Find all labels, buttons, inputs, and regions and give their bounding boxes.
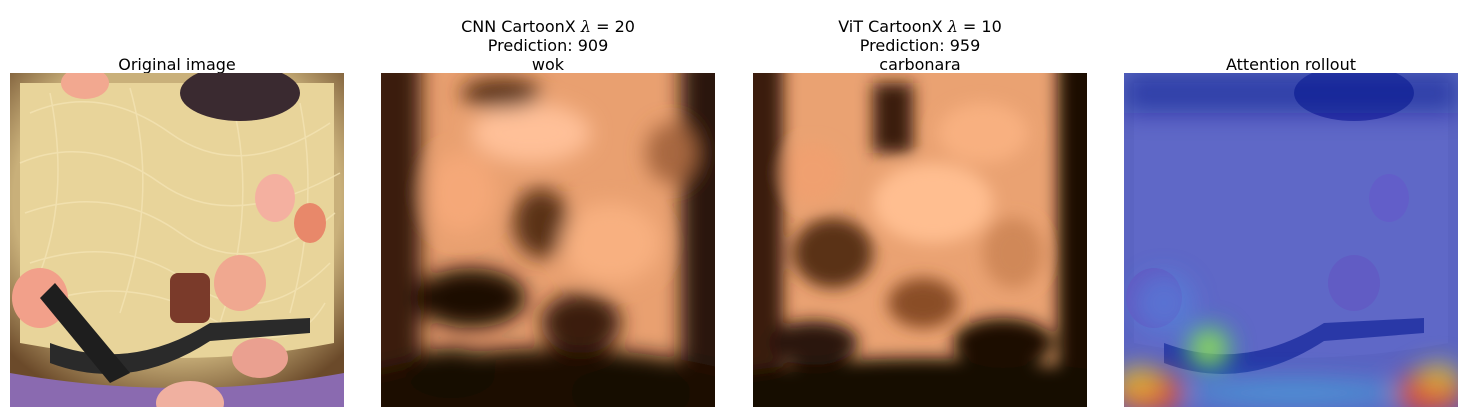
lambda-symbol: λ bbox=[580, 17, 591, 36]
panel-original: Original image bbox=[10, 0, 344, 417]
panel-attention-rollout: Attention rollout bbox=[1124, 0, 1458, 417]
title-line-3: carbonara bbox=[879, 55, 961, 74]
panel-title: Attention rollout bbox=[1124, 55, 1458, 74]
title-prefix: CNN CartoonX bbox=[461, 17, 581, 36]
panel-title: ViT CartoonX λ = 10 Prediction: 959 carb… bbox=[753, 17, 1087, 74]
panel-title: Original image bbox=[10, 55, 344, 74]
title-line-3: wok bbox=[531, 55, 565, 74]
lambda-value: = 10 bbox=[957, 17, 1002, 36]
title-line: Attention rollout bbox=[1225, 55, 1357, 74]
panel-title: CNN CartoonX λ = 20 Prediction: 909 wok bbox=[381, 17, 715, 74]
original-image bbox=[10, 73, 344, 407]
panel-vit-cartoonx: ViT CartoonX λ = 10 Prediction: 959 carb… bbox=[753, 0, 1087, 417]
title-prefix: ViT CartoonX bbox=[838, 17, 948, 36]
vit-cartoonx-image bbox=[753, 73, 1087, 407]
cnn-cartoonx-image bbox=[381, 73, 715, 407]
title-line-1: ViT CartoonX λ = 10 bbox=[753, 17, 1087, 36]
title-line: Original image bbox=[118, 55, 236, 74]
title-line-2: Prediction: 959 bbox=[859, 36, 981, 55]
title-line-1: CNN CartoonX λ = 20 bbox=[381, 17, 715, 36]
panel-cnn-cartoonx: CNN CartoonX λ = 20 Prediction: 909 wok bbox=[381, 0, 715, 417]
attention-rollout-image bbox=[1124, 73, 1458, 407]
lambda-symbol: λ bbox=[947, 17, 958, 36]
title-line-2: Prediction: 909 bbox=[487, 36, 609, 55]
lambda-value: = 20 bbox=[591, 17, 635, 36]
